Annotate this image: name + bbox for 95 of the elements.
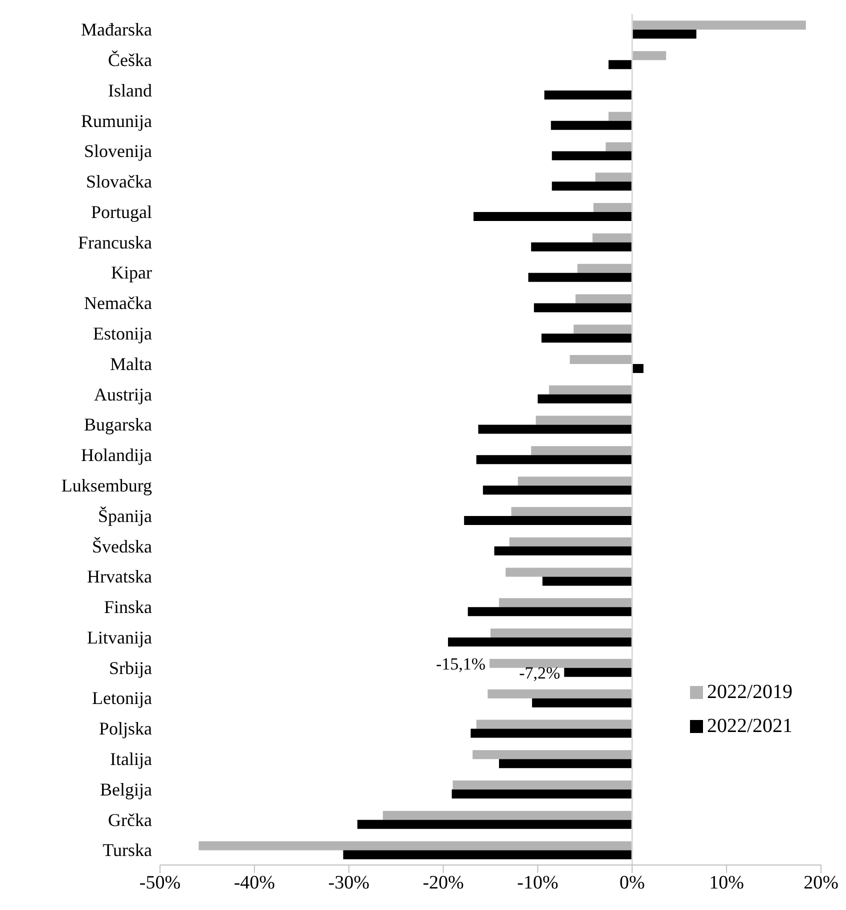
y-tick-label: Litvanija bbox=[87, 627, 152, 648]
bar bbox=[552, 151, 632, 160]
bar bbox=[632, 364, 644, 374]
y-tick-label: Grčka bbox=[108, 810, 152, 830]
y-tick-label: Nemačka bbox=[84, 293, 152, 314]
y-tick-label: Belgija bbox=[100, 779, 152, 800]
bar bbox=[536, 416, 632, 425]
x-tick-label: -40% bbox=[234, 872, 276, 894]
bar bbox=[343, 850, 632, 860]
bar bbox=[478, 424, 632, 434]
y-tick-label: Slovačka bbox=[86, 172, 152, 192]
bar bbox=[632, 51, 666, 60]
bar bbox=[608, 112, 632, 121]
y-tick-label: Italija bbox=[110, 749, 152, 770]
x-tick-label: 0% bbox=[619, 872, 645, 894]
y-tick-label: Turska bbox=[102, 840, 152, 860]
bar bbox=[632, 20, 806, 30]
y-tick-label: Hrvatska bbox=[87, 566, 152, 587]
y-tick-label: Malta bbox=[110, 354, 152, 374]
bar bbox=[528, 272, 632, 282]
bar bbox=[499, 598, 632, 608]
bar bbox=[476, 455, 632, 464]
bar bbox=[198, 841, 632, 850]
bar bbox=[577, 264, 632, 273]
bar bbox=[464, 516, 632, 525]
data-label: -7,2% bbox=[519, 663, 560, 682]
bar bbox=[468, 607, 632, 616]
y-tick-label: Španija bbox=[98, 506, 152, 526]
bar bbox=[531, 446, 632, 456]
bar bbox=[549, 385, 632, 394]
bar bbox=[452, 780, 632, 790]
bar bbox=[518, 476, 632, 486]
bar bbox=[476, 720, 632, 729]
x-tick-label: -20% bbox=[422, 872, 464, 894]
bar bbox=[564, 668, 632, 677]
bar bbox=[506, 568, 632, 577]
bar bbox=[382, 810, 632, 820]
bar bbox=[357, 820, 632, 829]
bar bbox=[448, 638, 632, 647]
y-tick-label: Francuska bbox=[78, 232, 152, 252]
y-tick-label: Bugarska bbox=[84, 414, 152, 435]
y-tick-label: Švedska bbox=[92, 536, 152, 556]
y-tick-label: Portugal bbox=[91, 202, 152, 222]
y-tick-label: Češka bbox=[108, 50, 152, 70]
y-tick-label: Srbija bbox=[109, 658, 152, 678]
y-tick-label: Kipar bbox=[111, 262, 152, 283]
y-tick-label: Austrija bbox=[94, 384, 152, 404]
bar bbox=[452, 790, 632, 799]
bar bbox=[574, 324, 632, 334]
x-tick-label: 20% bbox=[804, 872, 839, 894]
y-tick-label: Island bbox=[108, 80, 152, 100]
y-tick-label: Holandija bbox=[81, 445, 152, 466]
y-tick-label: Rumunija bbox=[81, 110, 152, 131]
bar bbox=[541, 334, 632, 343]
y-tick-label: Poljska bbox=[98, 718, 152, 739]
bar bbox=[470, 728, 632, 738]
bar bbox=[490, 628, 632, 638]
bar bbox=[592, 233, 632, 242]
x-tick-label: 10% bbox=[709, 872, 744, 894]
bar bbox=[606, 142, 632, 152]
bar bbox=[575, 294, 632, 304]
data-label: -15,1% bbox=[436, 654, 486, 674]
bar bbox=[570, 355, 632, 364]
bar bbox=[490, 658, 632, 668]
bar bbox=[488, 689, 632, 698]
bar bbox=[550, 120, 632, 130]
x-tick-label: -30% bbox=[328, 872, 370, 894]
bar bbox=[608, 60, 632, 70]
bar bbox=[474, 212, 632, 222]
x-tick-label: -50% bbox=[139, 872, 181, 894]
y-tick-label: Letonija bbox=[92, 688, 152, 708]
bar bbox=[531, 242, 632, 252]
y-tick-label: Finska bbox=[104, 597, 152, 618]
bar bbox=[534, 303, 632, 312]
y-tick-label: Estonija bbox=[93, 324, 152, 344]
bar bbox=[538, 394, 632, 404]
bar bbox=[482, 486, 632, 495]
y-tick-label: Slovenija bbox=[84, 141, 152, 162]
bar bbox=[632, 30, 696, 39]
bar bbox=[532, 698, 632, 708]
bar bbox=[595, 172, 632, 182]
bar bbox=[544, 90, 632, 100]
bar bbox=[509, 537, 632, 546]
bar bbox=[494, 546, 632, 556]
bar bbox=[542, 576, 632, 586]
bar bbox=[499, 759, 632, 768]
legend-label: 2022/2021 bbox=[707, 714, 793, 739]
legend-label: 2022/2019 bbox=[707, 680, 793, 705]
bar bbox=[472, 750, 632, 760]
y-tick-label: Mađarska bbox=[81, 20, 152, 40]
y-tick-label: Luksemburg bbox=[61, 475, 152, 496]
bar bbox=[552, 182, 632, 191]
bar bbox=[511, 506, 632, 516]
bar bbox=[593, 203, 632, 212]
x-tick-label: -10% bbox=[517, 872, 558, 894]
